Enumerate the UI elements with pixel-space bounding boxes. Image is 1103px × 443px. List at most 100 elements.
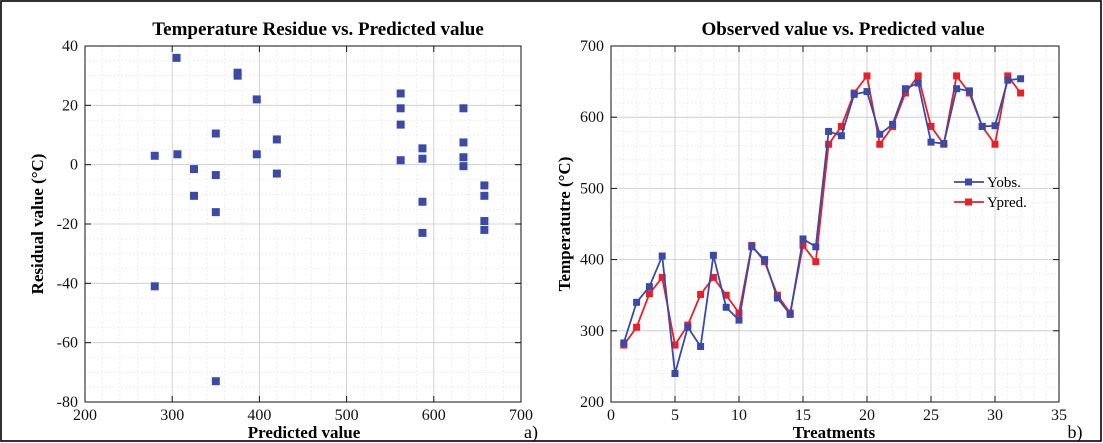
axis-ticks (610, 45, 1060, 403)
x-tick-label: 400 (247, 407, 271, 424)
data-point (697, 290, 705, 298)
data-point (735, 316, 743, 324)
data-point (645, 283, 653, 291)
panel-label: b) (1068, 422, 1083, 443)
data-point (799, 241, 807, 249)
legend: Yobs. Ypred. (954, 175, 1027, 211)
data-points (150, 53, 489, 386)
x-axis-tick-labels: 200 300 400 500 600 700 (73, 407, 533, 424)
data-point (991, 122, 999, 130)
data-point (940, 140, 948, 148)
data-point (863, 72, 871, 80)
x-tick-label: 5 (671, 407, 679, 424)
x-tick-label: 0 (607, 407, 615, 424)
data-point (709, 273, 717, 281)
data-point (658, 273, 666, 281)
data-point (671, 341, 679, 349)
y-tick-label: -40 (57, 275, 78, 292)
data-point (786, 310, 794, 318)
x-tick-label: 500 (335, 407, 359, 424)
y-axis-tick-labels: 200 300 400 500 600 700 (580, 38, 604, 411)
grid (84, 45, 522, 403)
data-point (863, 88, 871, 96)
data-point (396, 104, 405, 113)
data-point (252, 95, 261, 104)
data-point (459, 104, 468, 113)
data-point (812, 243, 820, 251)
data-point (211, 171, 220, 180)
x-axis-label: Treatments (793, 423, 876, 442)
data-point (671, 370, 679, 378)
legend-label: Ypred. (987, 195, 1027, 211)
x-axis-label: Predicted value (248, 423, 361, 442)
data-point (722, 303, 730, 311)
y-tick-label: -80 (57, 394, 78, 411)
x-tick-label: 300 (160, 407, 184, 424)
data-point (396, 89, 405, 98)
data-point (233, 71, 242, 80)
data-point (658, 252, 666, 260)
data-point (1004, 76, 1012, 84)
data-point (418, 154, 427, 163)
data-point (1017, 89, 1025, 97)
data-point (799, 235, 807, 243)
data-point (978, 122, 986, 130)
y-tick-label: 20 (62, 97, 78, 114)
y-tick-label: 0 (70, 157, 78, 174)
chart-observed-predicted: 0 5 10 15 20 25 30 35 200 300 400 500 600 700 Observ… (555, 19, 1083, 443)
data-point (396, 156, 405, 165)
y-axis-label: Residual value (°C) (28, 154, 47, 295)
y-tick-label: 300 (580, 323, 604, 340)
data-point (837, 122, 845, 130)
data-point (150, 151, 159, 160)
y-tick-label: 500 (580, 180, 604, 197)
data-point (172, 53, 181, 62)
data-point (761, 256, 769, 264)
chart-residue: 200 300 400 500 600 700 -80 -60 -40 -20 0 20 40 Tem… (28, 19, 538, 443)
data-point (850, 90, 858, 98)
y-tick-label: 700 (580, 38, 604, 55)
data-point (459, 162, 468, 171)
chart-title: Temperature Residue vs. Predicted value (152, 19, 484, 40)
data-point (927, 122, 935, 130)
data-point (150, 282, 159, 291)
chart-title: Observed value vs. Predicted value (701, 19, 984, 40)
data-point (1004, 72, 1012, 80)
data-point (418, 144, 427, 153)
data-point (190, 191, 198, 200)
data-point (889, 120, 897, 128)
y-axis-label: Temperatutre (°C) (555, 157, 574, 292)
data-point (211, 129, 220, 138)
data-point (825, 127, 833, 135)
data-point (633, 298, 641, 306)
x-tick-label: 25 (923, 407, 939, 424)
x-tick-label: 10 (731, 407, 747, 424)
data-point (812, 258, 820, 266)
series-line-yobs (622, 77, 1021, 375)
y-tick-label: -20 (57, 216, 78, 233)
y-tick-label: 200 (580, 394, 604, 411)
y-tick-label: 40 (62, 38, 78, 55)
data-point (684, 323, 692, 331)
series (620, 72, 1025, 378)
data-point (633, 323, 641, 331)
data-point (1017, 75, 1025, 83)
y-tick-label: 400 (580, 252, 604, 269)
data-point (645, 290, 653, 298)
data-point (190, 165, 198, 174)
data-point (480, 217, 489, 226)
data-point (459, 138, 468, 147)
data-point (991, 140, 999, 148)
legend-label: Yobs. (987, 175, 1021, 191)
x-tick-label: 30 (987, 407, 1003, 424)
data-point (272, 169, 281, 178)
data-point (211, 208, 220, 217)
x-tick-label: 35 (1051, 407, 1067, 424)
data-point (914, 72, 922, 80)
data-point (480, 181, 489, 190)
data-point (620, 339, 628, 347)
y-tick-label: 600 (580, 109, 604, 126)
data-point (272, 135, 281, 144)
